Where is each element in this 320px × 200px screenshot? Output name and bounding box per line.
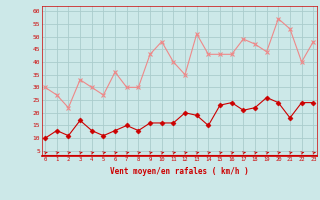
X-axis label: Vent moyen/en rafales ( km/h ): Vent moyen/en rafales ( km/h ): [110, 167, 249, 176]
